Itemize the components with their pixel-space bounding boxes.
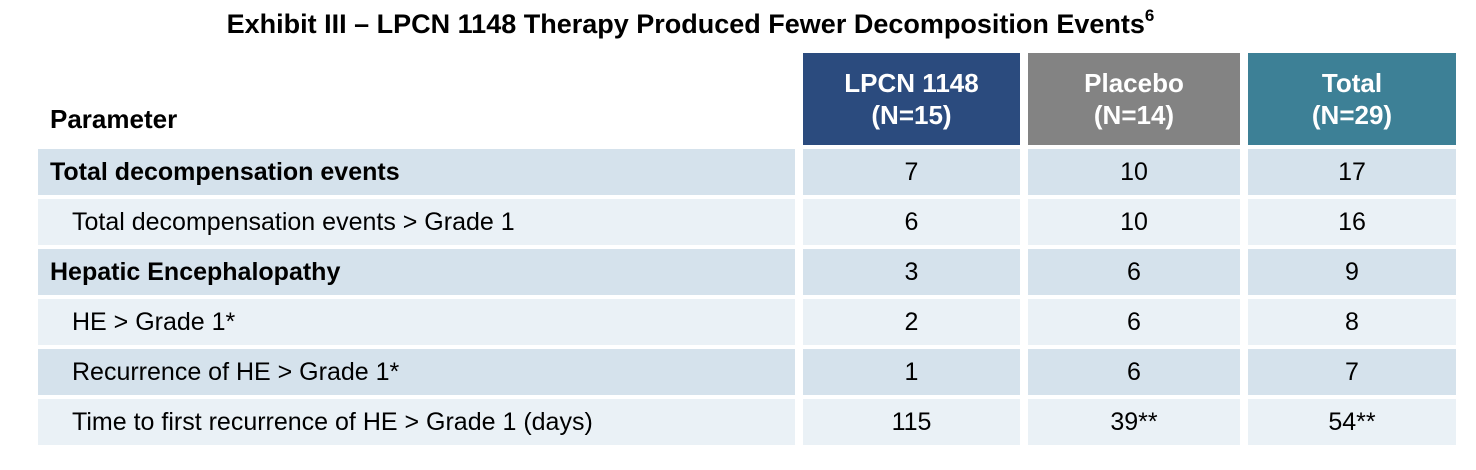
exhibit-title-footnote-marker: 6 [1144, 6, 1155, 25]
row-value: 6 [803, 199, 1020, 246]
row-value: 16 [1248, 199, 1456, 246]
exhibit-title-text: Exhibit III – LPCN 1148 Therapy Produced… [226, 9, 1145, 39]
column-header-placebo-name: Placebo [1084, 67, 1184, 98]
column-header-total: Total (N=29) [1248, 53, 1456, 146]
column-header-lpcn-1148: LPCN 1148 (N=15) [803, 53, 1020, 146]
row-value: 7 [1248, 349, 1456, 396]
row-value: 3 [803, 249, 1020, 296]
table-row: Total decompensation events 7 10 17 [38, 149, 1456, 196]
row-value: 6 [1028, 249, 1240, 296]
row-value: 9 [1248, 249, 1456, 296]
row-label: Hepatic Encephalopathy [38, 249, 795, 296]
table-row: Hepatic Encephalopathy 3 6 9 [38, 249, 1456, 296]
row-value: 1 [803, 349, 1020, 396]
column-header-placebo-n: (N=14) [1093, 100, 1175, 131]
row-value: 2 [803, 299, 1020, 346]
column-header-placebo: Placebo (N=14) [1028, 53, 1240, 146]
row-value: 7 [803, 149, 1020, 196]
exhibit-title: Exhibit III – LPCN 1148 Therapy Produced… [0, 6, 1381, 40]
table-row: Recurrence of HE > Grade 1* 1 6 7 [38, 349, 1456, 396]
row-value: 6 [1028, 299, 1240, 346]
table-row: HE > Grade 1* 2 6 8 [38, 299, 1456, 346]
row-label: HE > Grade 1* [38, 299, 795, 346]
row-value: 6 [1028, 349, 1240, 396]
row-value: 17 [1248, 149, 1456, 196]
table-row: Total decompensation events > Grade 1 6 10… [38, 199, 1456, 246]
row-label: Total decompensation events > Grade 1 [38, 199, 795, 246]
row-value: 115 [803, 399, 1020, 446]
row-value: 8 [1248, 299, 1456, 346]
row-value: 54** [1248, 399, 1456, 446]
row-label: Total decompensation events [38, 149, 795, 196]
column-header-lpcn-1148-name: LPCN 1148 [844, 67, 979, 98]
column-header-parameter: Parameter [38, 53, 795, 146]
column-header-total-n: (N=29) [1311, 100, 1393, 131]
decompensation-events-table: Parameter LPCN 1148 (N=15) Placebo (N=14) … [30, 49, 1464, 449]
row-label: Recurrence of HE > Grade 1* [38, 349, 795, 396]
column-header-total-name: Total [1321, 67, 1383, 98]
page: Exhibit III – LPCN 1148 Therapy Produced… [0, 6, 1476, 470]
column-header-lpcn-1148-n: (N=15) [871, 100, 952, 131]
table-header: Parameter LPCN 1148 (N=15) Placebo (N=14) … [38, 53, 1456, 146]
table-body: Total decompensation events 7 10 17 Total de… [38, 149, 1456, 446]
table-row: Time to first recurrence of HE > Grade 1… [38, 399, 1456, 446]
table-header-row: Parameter LPCN 1148 (N=15) Placebo (N=14) … [38, 53, 1456, 146]
row-label: Time to first recurrence of HE > Grade 1… [38, 399, 795, 446]
row-value: 10 [1028, 199, 1240, 246]
row-value: 39** [1028, 399, 1240, 446]
row-value: 10 [1028, 149, 1240, 196]
